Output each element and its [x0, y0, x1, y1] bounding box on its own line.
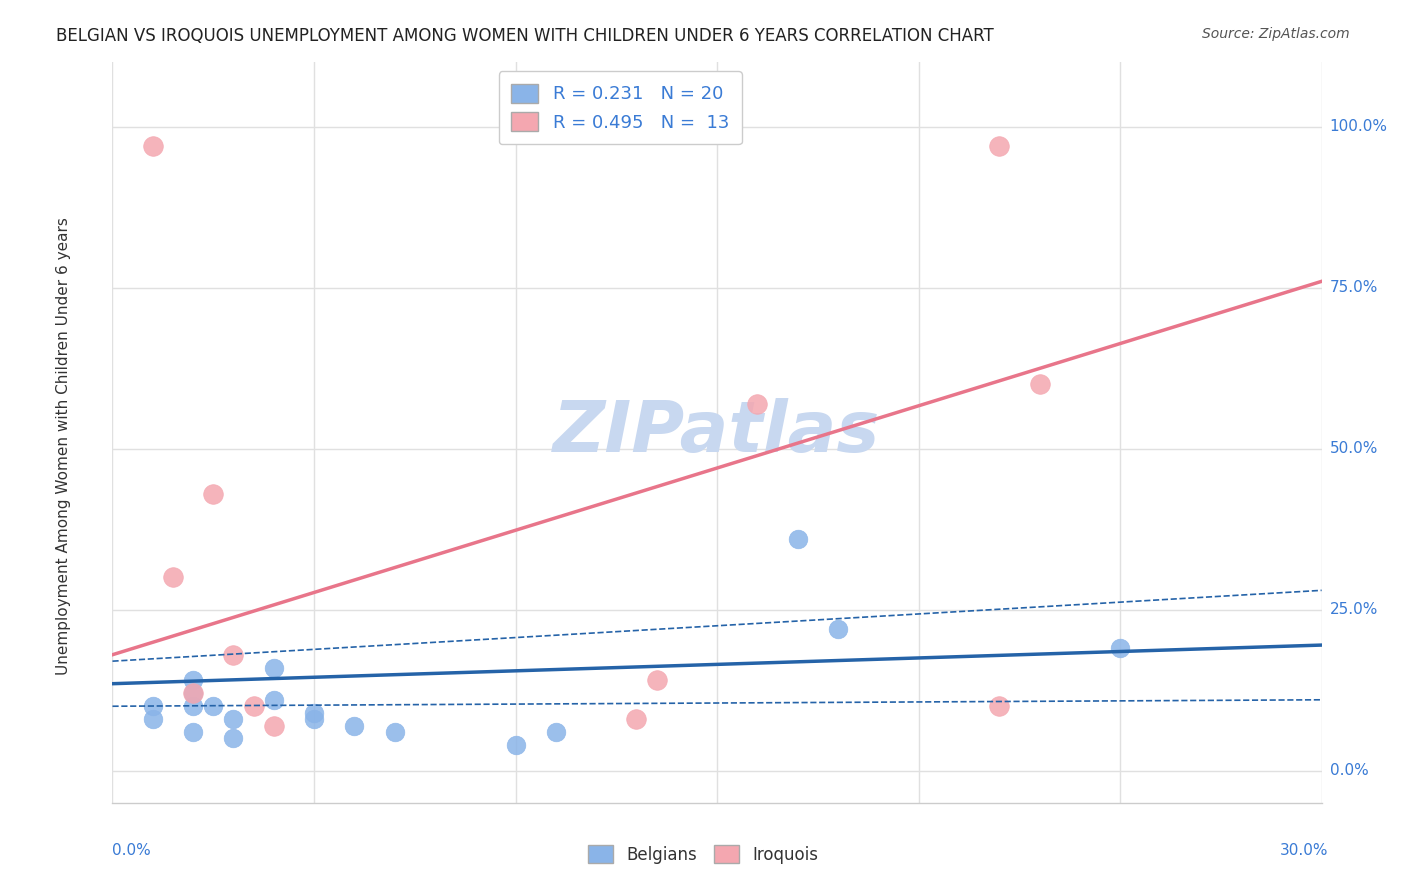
Point — [202, 699, 225, 714]
Point — [142, 139, 165, 153]
Point — [181, 699, 204, 714]
Legend: R = 0.231   N = 20, R = 0.495   N =  13: R = 0.231 N = 20, R = 0.495 N = 13 — [499, 71, 742, 145]
Point — [645, 673, 668, 688]
Point — [181, 686, 204, 700]
Point — [988, 699, 1011, 714]
Text: 30.0%: 30.0% — [1281, 843, 1329, 858]
Text: 75.0%: 75.0% — [1330, 280, 1378, 295]
Point — [544, 725, 567, 739]
Point — [181, 686, 204, 700]
Point — [302, 706, 325, 720]
Point — [222, 731, 245, 746]
Text: 25.0%: 25.0% — [1330, 602, 1378, 617]
Text: 0.0%: 0.0% — [1330, 764, 1368, 778]
Point — [343, 718, 366, 732]
Text: BELGIAN VS IROQUOIS UNEMPLOYMENT AMONG WOMEN WITH CHILDREN UNDER 6 YEARS CORRELA: BELGIAN VS IROQUOIS UNEMPLOYMENT AMONG W… — [56, 27, 994, 45]
Point — [1109, 641, 1132, 656]
Point — [202, 487, 225, 501]
Text: ZIPatlas: ZIPatlas — [554, 398, 880, 467]
Point — [263, 718, 285, 732]
Text: Unemployment Among Women with Children Under 6 years: Unemployment Among Women with Children U… — [56, 217, 70, 675]
Point — [302, 712, 325, 726]
Point — [242, 699, 264, 714]
Point — [162, 570, 184, 584]
Point — [222, 648, 245, 662]
Point — [827, 622, 849, 636]
Point — [181, 673, 204, 688]
Text: 100.0%: 100.0% — [1330, 120, 1388, 135]
Point — [263, 660, 285, 674]
Point — [1028, 377, 1050, 392]
Point — [384, 725, 406, 739]
Point — [786, 532, 808, 546]
Point — [626, 712, 648, 726]
Point — [222, 712, 245, 726]
Text: 0.0%: 0.0% — [112, 843, 152, 858]
Point — [263, 693, 285, 707]
Legend: Belgians, Iroquois: Belgians, Iroquois — [581, 838, 825, 871]
Point — [181, 725, 204, 739]
Text: 50.0%: 50.0% — [1330, 442, 1378, 456]
Point — [988, 139, 1011, 153]
Text: Source: ZipAtlas.com: Source: ZipAtlas.com — [1202, 27, 1350, 41]
Point — [747, 397, 769, 411]
Point — [142, 699, 165, 714]
Point — [505, 738, 527, 752]
Point — [142, 712, 165, 726]
